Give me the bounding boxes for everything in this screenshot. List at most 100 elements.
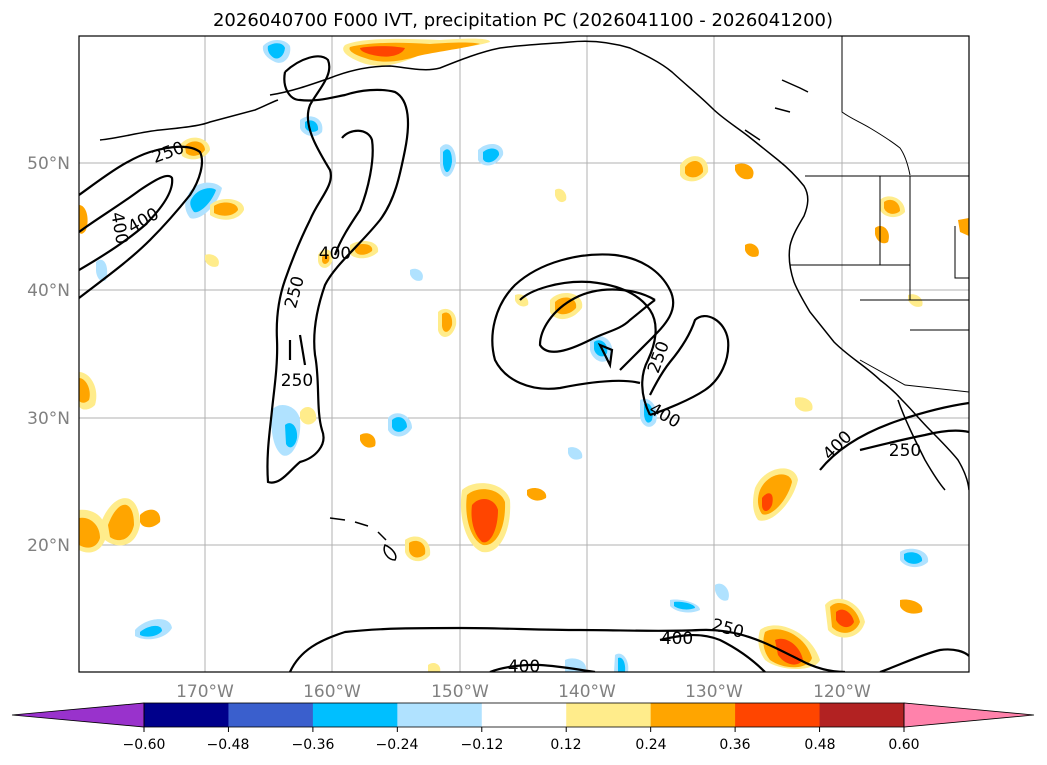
contour-label: 400 — [661, 629, 693, 649]
map-panel: 250 400 400 250 400 250 400 250 400 250 … — [78, 35, 970, 673]
lat-label-40n: 40°N — [27, 281, 70, 301]
precip-patch-neg — [618, 657, 626, 672]
precip-patch-pos — [555, 297, 577, 315]
precip-patch-pos — [322, 253, 330, 264]
coastlines — [99, 40, 969, 561]
ivt-contour-400 — [79, 174, 174, 271]
ivt-contour-250 — [491, 253, 675, 390]
us-mexico-border — [859, 359, 969, 393]
precip-patch-pos — [555, 188, 567, 203]
precip-patch-pos — [836, 609, 854, 628]
ivt-contours — [79, 55, 969, 672]
ivt-contour-400 — [597, 342, 614, 369]
political-borders — [790, 36, 969, 393]
north-america-coast — [269, 40, 969, 491]
precip-patch-neg — [140, 625, 162, 637]
precip-patch-pos — [355, 243, 373, 255]
ivt-contour-250 — [649, 315, 730, 417]
precip-patch-neg — [904, 552, 923, 564]
colorbar-frame — [143, 702, 905, 728]
colorbar-tick-label: −0.48 — [207, 737, 250, 753]
precip-patch-pos — [140, 509, 161, 528]
ivt-contour-400 — [519, 280, 657, 416]
precip-patch-pos — [300, 406, 317, 425]
lat-label-50n: 50°N — [27, 154, 70, 174]
precip-patch-neg — [715, 583, 729, 601]
precip-patch-pos — [360, 433, 376, 448]
precip-patch-pos — [79, 378, 90, 403]
precip-patch-pos — [442, 312, 453, 332]
colorbar-segment — [566, 703, 652, 727]
contour-label: 250 — [281, 371, 313, 391]
precip-patch-pos — [409, 540, 426, 558]
colorbar-tick-label: 0.24 — [635, 737, 666, 753]
lat-labels: 50°N 40°N 30°N 20°N — [27, 154, 70, 556]
lon-labels: 170°W 160°W 150°W 140°W 130°W 120°W — [176, 682, 871, 702]
precip-patch-pos — [735, 163, 754, 180]
precip-patch-pos — [360, 46, 405, 57]
colorbar-segment — [735, 703, 821, 727]
ivt-contour-400 — [859, 429, 969, 452]
map-background — [79, 36, 969, 672]
gridlines — [79, 36, 969, 672]
lon-label-170w: 170°W — [176, 682, 234, 702]
ivt-contour-250 — [879, 648, 969, 672]
precip-patch-neg — [267, 43, 285, 59]
colorbar-tick-label: 0.36 — [719, 737, 750, 753]
precip-patch-pos — [762, 493, 773, 512]
precip-patch-neg — [483, 148, 500, 163]
ivt-contour-250 — [79, 145, 204, 299]
colorbar-tick-label: 0.60 — [888, 737, 919, 753]
colorbar-extend-max — [903, 702, 1035, 728]
colorbar-segment — [228, 703, 314, 727]
colorbar-segment — [144, 703, 229, 727]
colorbar-tick-label: 0.48 — [804, 737, 835, 753]
precip-patch-pos — [900, 599, 923, 614]
colorbar-segment — [312, 703, 398, 727]
precip-patch-pos — [884, 199, 900, 214]
lon-label-160w: 160°W — [303, 682, 361, 702]
colorbar: −0.60 −0.48 −0.36 −0.24 −0.12 0.12 0.24 … — [11, 702, 1035, 753]
alaska-islands — [744, 79, 809, 141]
ivt-contour-250 — [288, 626, 846, 672]
precip-patch-pos — [428, 662, 441, 672]
colorbar-segment — [481, 703, 567, 727]
ivt-contour-400 — [333, 129, 374, 256]
ivt-contour-250 — [819, 401, 969, 471]
colorbar-segment — [397, 703, 483, 727]
state-borders — [790, 176, 969, 331]
lon-label-140w: 140°W — [558, 682, 616, 702]
precip-patch-pos — [108, 504, 134, 541]
colorbar-segment — [650, 703, 736, 727]
precip-patch-pos — [79, 517, 100, 548]
lon-label-130w: 130°W — [685, 682, 743, 702]
hawaii-islands — [329, 517, 397, 561]
chart-title: 2026040700 F000 IVT, precipitation PC (2… — [213, 10, 833, 31]
precip-patch-neg — [190, 188, 216, 213]
precip-patch-neg — [410, 268, 423, 281]
ivt-contour-400 — [288, 334, 307, 366]
precip-patch-pos — [205, 254, 219, 267]
precip-patch-neg — [392, 417, 407, 432]
precip-patch-neg — [96, 259, 108, 282]
precip-patch-pos — [908, 294, 923, 307]
colorbar-segment — [819, 703, 905, 727]
baja-coast — [897, 399, 946, 491]
precip-patch-pos — [745, 243, 759, 257]
ivt-contour-400 — [659, 634, 766, 672]
lat-label-30n: 30°N — [27, 409, 70, 429]
colorbar-segments — [144, 703, 905, 727]
colorbar-tick-label: −0.60 — [123, 737, 166, 753]
ivt-contour-250 — [538, 288, 656, 353]
precip-patch-pos — [875, 225, 889, 244]
colorbar-tick-label: 0.12 — [550, 737, 581, 753]
precip-patch-pos — [214, 202, 238, 216]
lon-label-150w: 150°W — [431, 682, 489, 702]
precip-patch-neg — [568, 447, 583, 460]
precip-patch-neg — [674, 601, 695, 610]
aleutian-coast — [99, 99, 279, 141]
colorbar-tick-label: −0.12 — [461, 737, 504, 753]
colorbar-tick-label: −0.24 — [376, 737, 419, 753]
precip-patch-pos — [795, 397, 813, 412]
precip-patch-pos — [685, 160, 704, 178]
